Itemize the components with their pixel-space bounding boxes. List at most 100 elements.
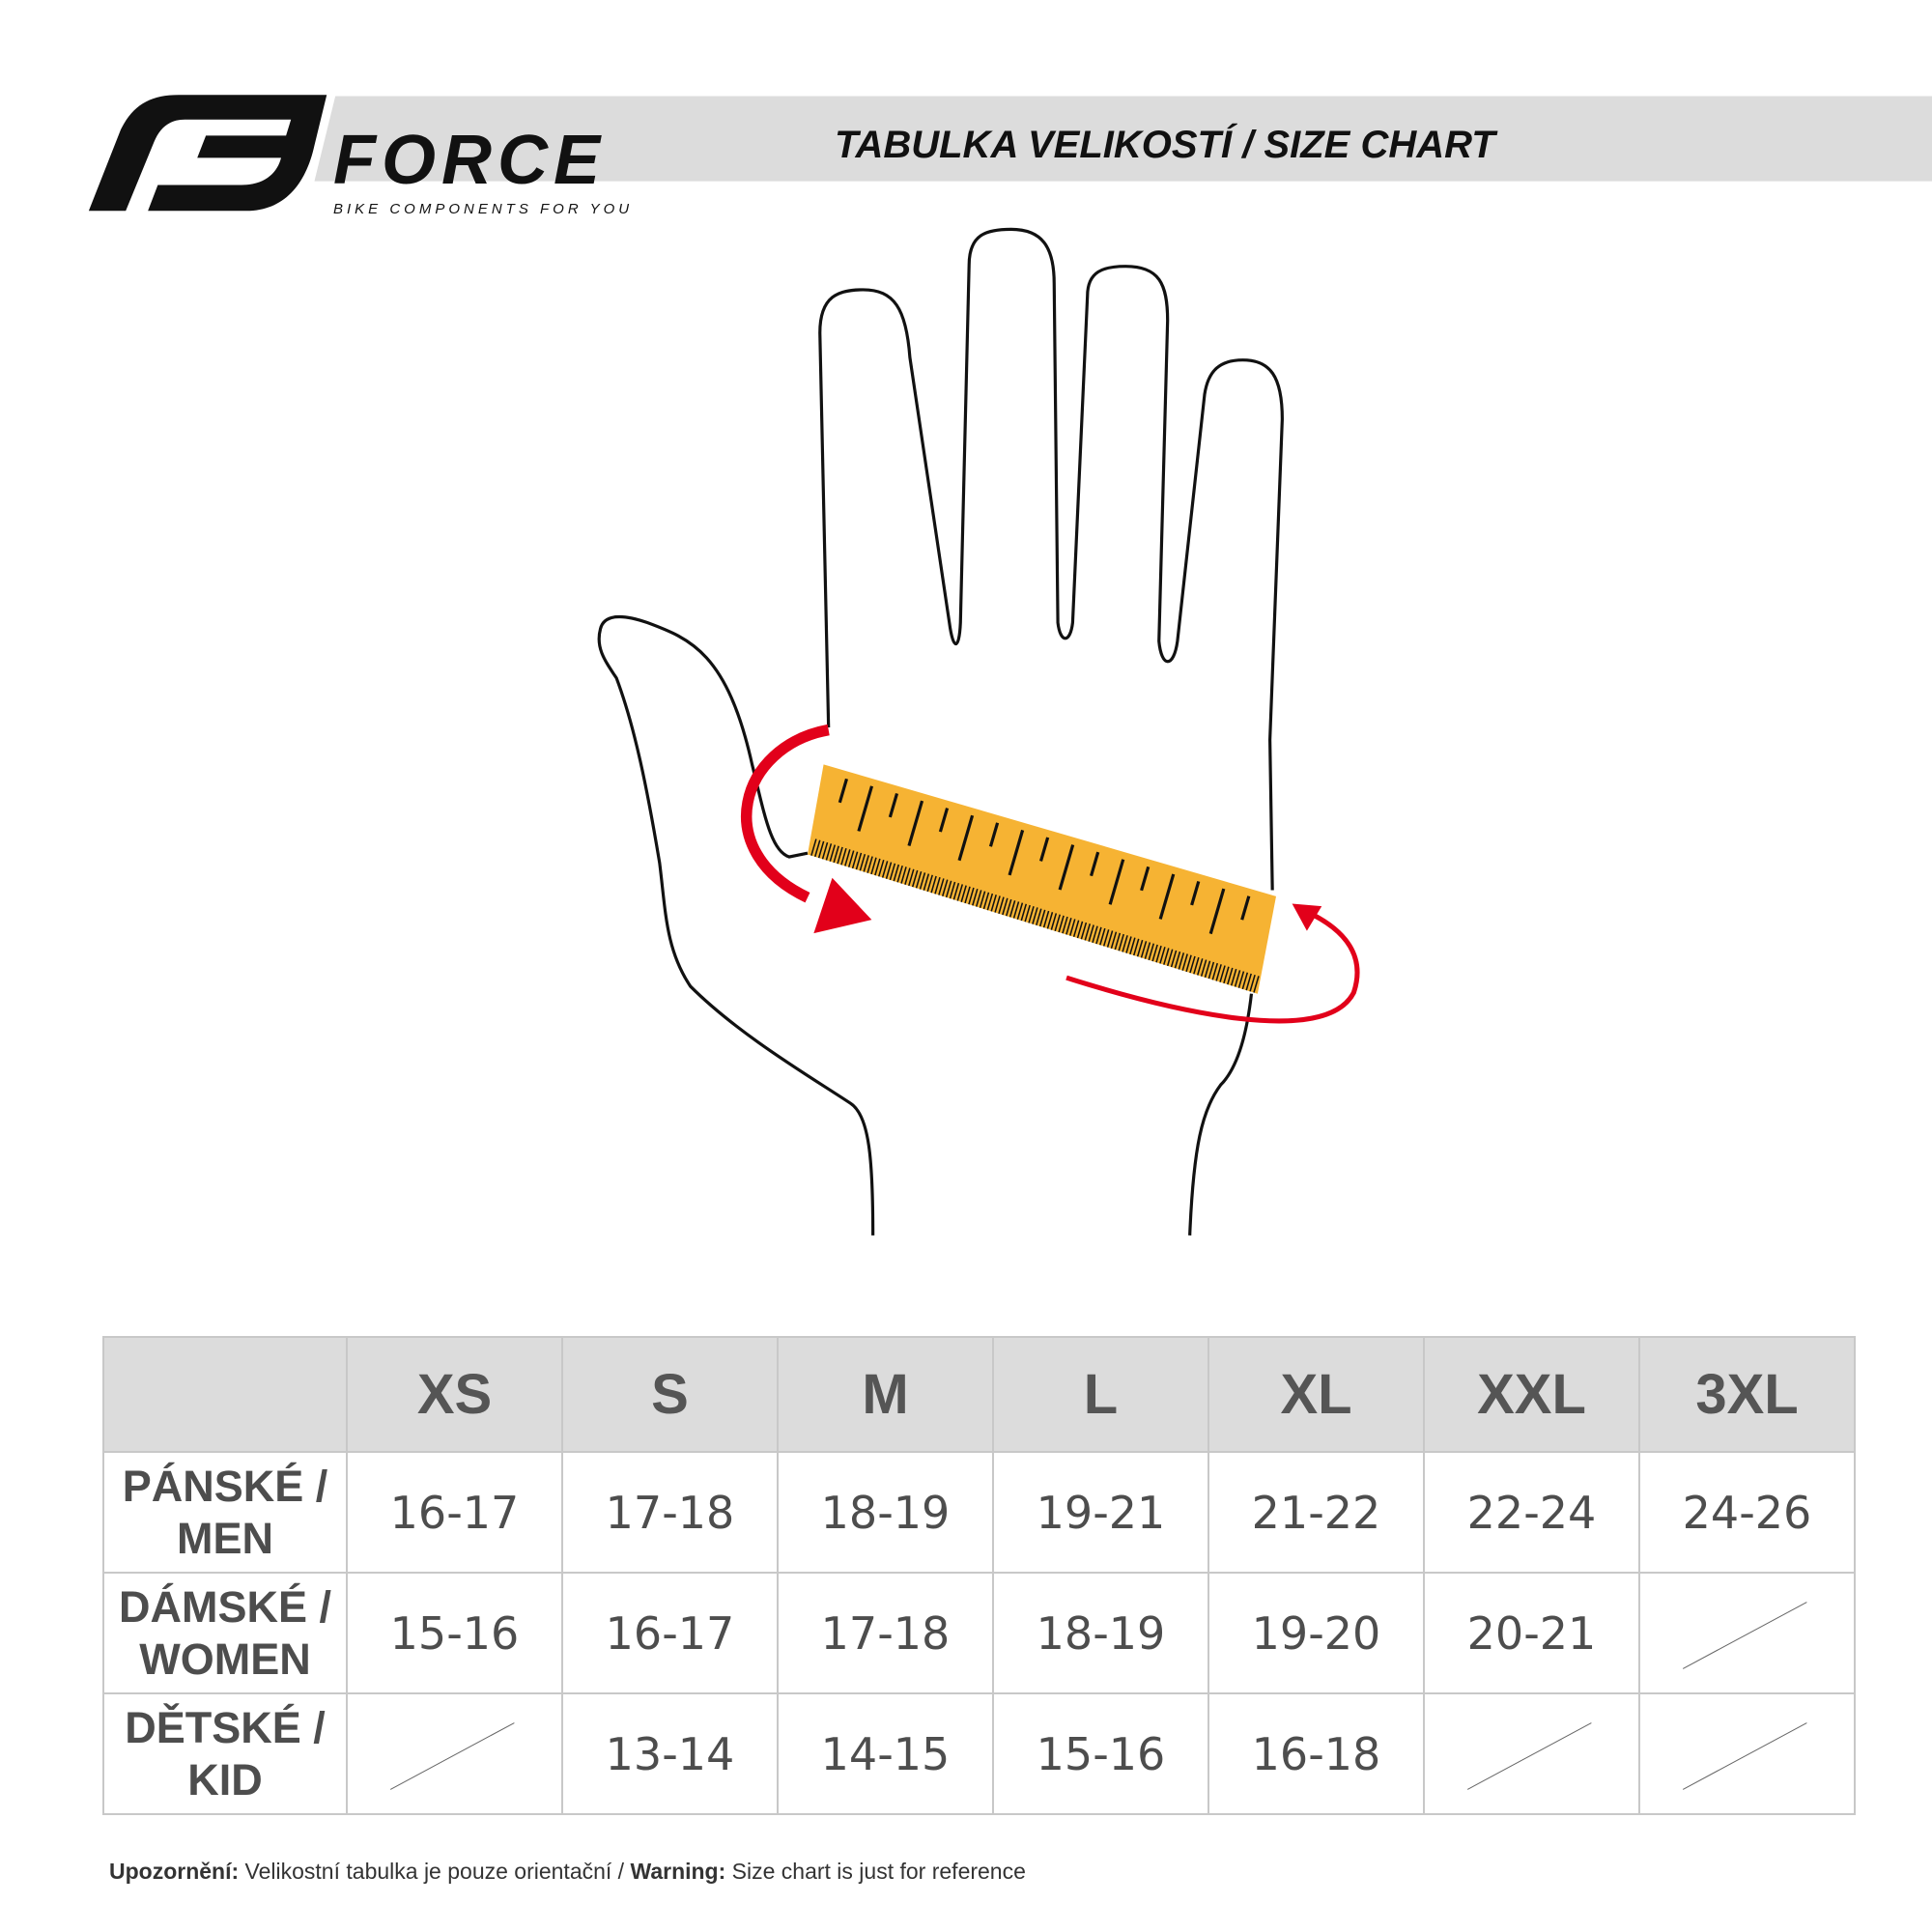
size-value: 15-16 — [346, 1572, 563, 1694]
tape-minor-tick — [923, 873, 930, 891]
logo-mark — [88, 95, 327, 212]
tape-minor-tick — [1148, 943, 1155, 961]
tape-minor-tick — [1095, 926, 1102, 945]
page-title: TABULKA VELIKOSTÍ / SIZE CHART — [835, 124, 1495, 166]
size-value: 14-15 — [777, 1692, 994, 1815]
size-value: 22-24 — [1423, 1451, 1640, 1574]
not-available-cell — [1638, 1692, 1856, 1815]
size-value: 16-17 — [346, 1451, 563, 1574]
table-row: DÁMSKÉ / WOMEN 15-16 16-17 17-18 18-19 19-20 20… — [102, 1572, 1856, 1694]
tape-minor-tick — [817, 840, 825, 859]
tape-minor-tick — [1036, 908, 1042, 926]
tape-minor-tick — [1193, 956, 1200, 975]
tape-minor-tick — [1230, 968, 1237, 986]
tape-minor-tick — [840, 847, 847, 866]
tape-minor-tick — [1102, 929, 1110, 947]
size-header: M — [777, 1336, 994, 1453]
arrow-left-curve — [741, 724, 830, 903]
size-value: 17-18 — [561, 1451, 779, 1574]
table-row: DĚTSKÉ / KID 13-14 14-15 15-16 16-18 — [102, 1692, 1856, 1815]
tape-minor-tick — [1133, 938, 1140, 956]
tape-minor-tick — [942, 879, 949, 896]
tape-major-tick — [957, 814, 975, 862]
tape-minor-tick — [1009, 900, 1016, 918]
tape-minor-tick — [889, 863, 896, 881]
tape-minor-tick — [938, 878, 945, 895]
size-value: 17-18 — [777, 1572, 994, 1694]
tape-major-tick — [1140, 866, 1151, 892]
tape-minor-tick — [810, 838, 817, 856]
tape-minor-tick — [837, 846, 843, 865]
tape-minor-tick — [1012, 901, 1020, 919]
tape-major-tick — [907, 800, 924, 847]
tape-minor-tick — [972, 889, 979, 906]
warning-cz-label: Upozornění: — [109, 1859, 240, 1884]
tape-major-tick — [838, 778, 848, 804]
tape-minor-tick — [1215, 964, 1222, 981]
size-value: 18-19 — [992, 1572, 1209, 1694]
tape-minor-tick — [1006, 898, 1012, 917]
size-value: 13-14 — [561, 1692, 779, 1815]
tape-minor-tick — [833, 845, 839, 864]
tape-minor-tick — [911, 869, 919, 888]
tape-major-tick — [1158, 873, 1176, 920]
tape-minor-tick — [1245, 973, 1252, 991]
tape-minor-tick — [885, 862, 893, 879]
diagonal-slash — [1425, 1694, 1638, 1813]
tape-minor-tick — [960, 885, 967, 902]
tape-minor-tick — [949, 881, 956, 899]
row-label-line2: KID — [187, 1754, 263, 1804]
not-available-cell — [1638, 1572, 1856, 1694]
tape-minor-tick — [1204, 960, 1211, 979]
size-header: 3XL — [1638, 1336, 1856, 1453]
tape-minor-tick — [1002, 897, 1009, 916]
tape-minor-tick — [1174, 951, 1181, 969]
tape-minor-tick — [844, 849, 851, 867]
tape-minor-tick — [968, 887, 975, 905]
tape-minor-tick — [1181, 953, 1188, 971]
tape-minor-tick — [979, 891, 986, 908]
tape-minor-tick — [855, 852, 863, 870]
tape-minor-tick — [900, 867, 907, 884]
tape-major-tick — [1008, 829, 1025, 876]
size-header: XXL — [1423, 1336, 1640, 1453]
tape-minor-tick — [982, 892, 990, 910]
tape-minor-tick — [1144, 942, 1151, 959]
tape-minor-tick — [1016, 902, 1024, 921]
tape-minor-tick — [821, 841, 829, 860]
table-header-row: XS S M L XL XXL 3XL — [102, 1336, 1856, 1453]
tape-minor-tick — [1084, 923, 1092, 941]
arrow-right-head — [1292, 903, 1322, 931]
footer-warning: Upozornění: Velikostní tabulka je pouze … — [109, 1857, 1026, 1886]
tape-minor-tick — [1178, 952, 1185, 970]
row-label: PÁNSKÉ / MEN — [102, 1451, 348, 1574]
tape-major-tick — [1108, 859, 1125, 905]
tape-minor-tick — [1065, 918, 1072, 935]
tape-minor-tick — [874, 858, 881, 876]
tape-minor-tick — [870, 857, 877, 875]
diagonal-slash — [1640, 1694, 1854, 1813]
warning-en-text: Size chart is just for reference — [725, 1859, 1026, 1884]
tape-minor-tick — [1185, 954, 1192, 973]
size-value: 16-18 — [1208, 1692, 1425, 1815]
tape-minor-tick — [825, 843, 833, 861]
tape-major-tick — [1090, 851, 1100, 877]
tape-minor-tick — [926, 874, 933, 893]
row-label-line1: DĚTSKÉ / — [125, 1702, 326, 1752]
tape-minor-tick — [1110, 931, 1118, 950]
tape-minor-tick — [975, 890, 982, 907]
row-label-line1: PÁNSKÉ / — [122, 1461, 328, 1511]
tape-minor-tick — [814, 839, 821, 858]
size-value: 24-26 — [1638, 1451, 1856, 1574]
tape-minor-tick — [904, 867, 911, 885]
tape-minor-tick — [1170, 950, 1178, 968]
tape-minor-tick — [990, 895, 997, 912]
size-value: 15-16 — [992, 1692, 1209, 1815]
size-value: 19-20 — [1208, 1572, 1425, 1694]
tape-minor-tick — [1058, 915, 1065, 933]
tape-major-tick — [938, 808, 950, 833]
tape-minor-tick — [998, 896, 1005, 915]
tape-minor-tick — [1163, 948, 1170, 965]
tape-minor-tick — [1155, 945, 1162, 963]
